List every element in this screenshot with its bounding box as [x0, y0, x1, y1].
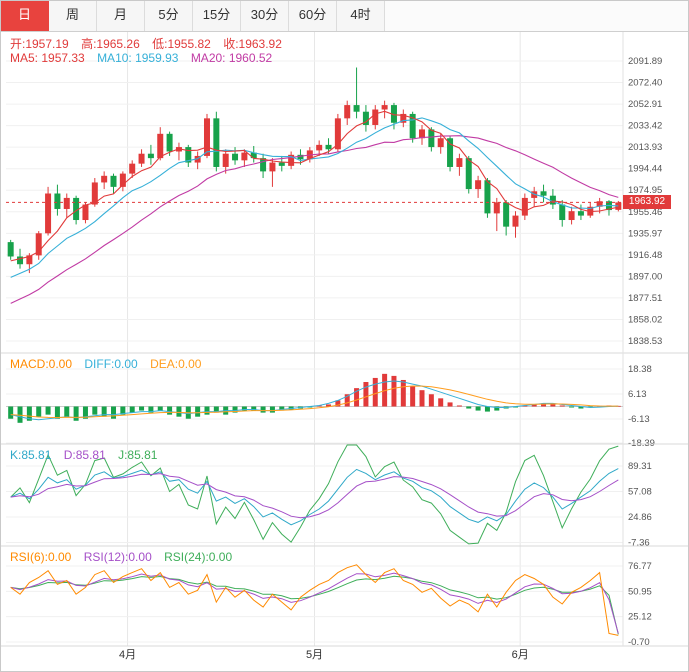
timeframe-tabbar: 日周月 5分 15分 30分 60分 4时 — [1, 1, 688, 32]
axis-tick-label: 1858.02 — [628, 314, 662, 325]
axis-tick-label: 2091.89 — [628, 56, 662, 67]
axis-tick-label: 1877.51 — [628, 293, 662, 304]
tab-min30[interactable]: 30分 — [241, 1, 289, 31]
axis-tick-label: 1955.46 — [628, 207, 662, 218]
diff-value: DIFF:0.00 — [84, 357, 138, 371]
axis-tick-label: 2013.93 — [628, 142, 662, 153]
axis-tick-label: 50.95 — [628, 586, 652, 597]
j-value: J:85.81 — [118, 448, 158, 462]
rsi12-value: RSI(12):0.00 — [83, 550, 152, 564]
tab-week[interactable]: 周 — [49, 1, 97, 31]
rsi6-value: RSI(6):0.00 — [10, 550, 72, 564]
dea-value: DEA:0.00 — [150, 357, 202, 371]
axis-tick-label: 1974.95 — [628, 185, 662, 196]
high-value: 高:1965.26 — [81, 37, 140, 51]
axis-tick-label: 24.86 — [628, 512, 652, 523]
tab-hour4[interactable]: 4时 — [337, 1, 385, 31]
axis-tick-label: 2052.91 — [628, 99, 662, 110]
axis-tick-label: 6.13 — [628, 389, 647, 400]
axis-tick-label: 25.12 — [628, 612, 652, 623]
ohlc-readout: 开:1957.19 高:1965.26 低:1955.82 收:1963.92 — [10, 35, 291, 52]
axis-tick-label: -7.36 — [628, 538, 650, 549]
axis-tick-label: -0.70 — [628, 637, 650, 648]
axis-tick-label: 2072.40 — [628, 78, 662, 89]
rsi-readout: RSI(6):0.00 RSI(12):0.00 RSI(24):0.00 — [10, 550, 241, 564]
rsi24-value: RSI(24):0.00 — [164, 550, 233, 564]
axis-tick-label: 1916.48 — [628, 250, 662, 261]
axis-tick-label: 89.31 — [628, 461, 652, 472]
kdj-readout: K:85.81 D:85.81 J:85.81 — [10, 448, 166, 462]
axis-tick-label: 1935.97 — [628, 228, 662, 239]
k-value: K:85.81 — [10, 448, 52, 462]
axis-tick-label: 76.77 — [628, 561, 652, 572]
x-axis-month-label: 5月 — [306, 649, 323, 661]
axis-tick-label: 1897.00 — [628, 271, 662, 282]
ma5-value: MA5: 1957.33 — [10, 51, 85, 65]
axis-tick-label: 57.08 — [628, 487, 652, 498]
x-axis-month-label: 6月 — [512, 649, 529, 661]
axis-tick-label: -6.13 — [628, 414, 650, 425]
current-price-badge: 1963.92 — [623, 195, 671, 210]
d-value: D:85.81 — [63, 448, 106, 462]
low-value: 低:1955.82 — [152, 37, 211, 51]
open-value: 开:1957.19 — [10, 37, 69, 51]
close-value: 收:1963.92 — [223, 37, 282, 51]
macd-readout: MACD:0.00 DIFF:0.00 DEA:0.00 — [10, 357, 210, 371]
axis-tick-label: 18.38 — [628, 364, 652, 375]
tab-day[interactable]: 日 — [1, 1, 49, 31]
ma20-value: MA20: 1960.52 — [190, 51, 273, 65]
ma10-value: MA10: 1959.93 — [97, 51, 179, 65]
axis-tick-label: 1838.53 — [628, 336, 662, 347]
tab-min15[interactable]: 15分 — [193, 1, 241, 31]
macd-value: MACD:0.00 — [10, 357, 73, 371]
axis-tick-label: 2033.42 — [628, 121, 662, 132]
tab-min5[interactable]: 5分 — [145, 1, 193, 31]
x-axis-month-label: 4月 — [119, 649, 136, 661]
ma-readout: MA5: 1957.33 MA10: 1959.93 MA20: 1960.52 — [10, 51, 281, 65]
tab-month[interactable]: 月 — [97, 1, 145, 31]
axis-tick-label: 1994.44 — [628, 164, 662, 175]
tab-min60[interactable]: 60分 — [289, 1, 337, 31]
